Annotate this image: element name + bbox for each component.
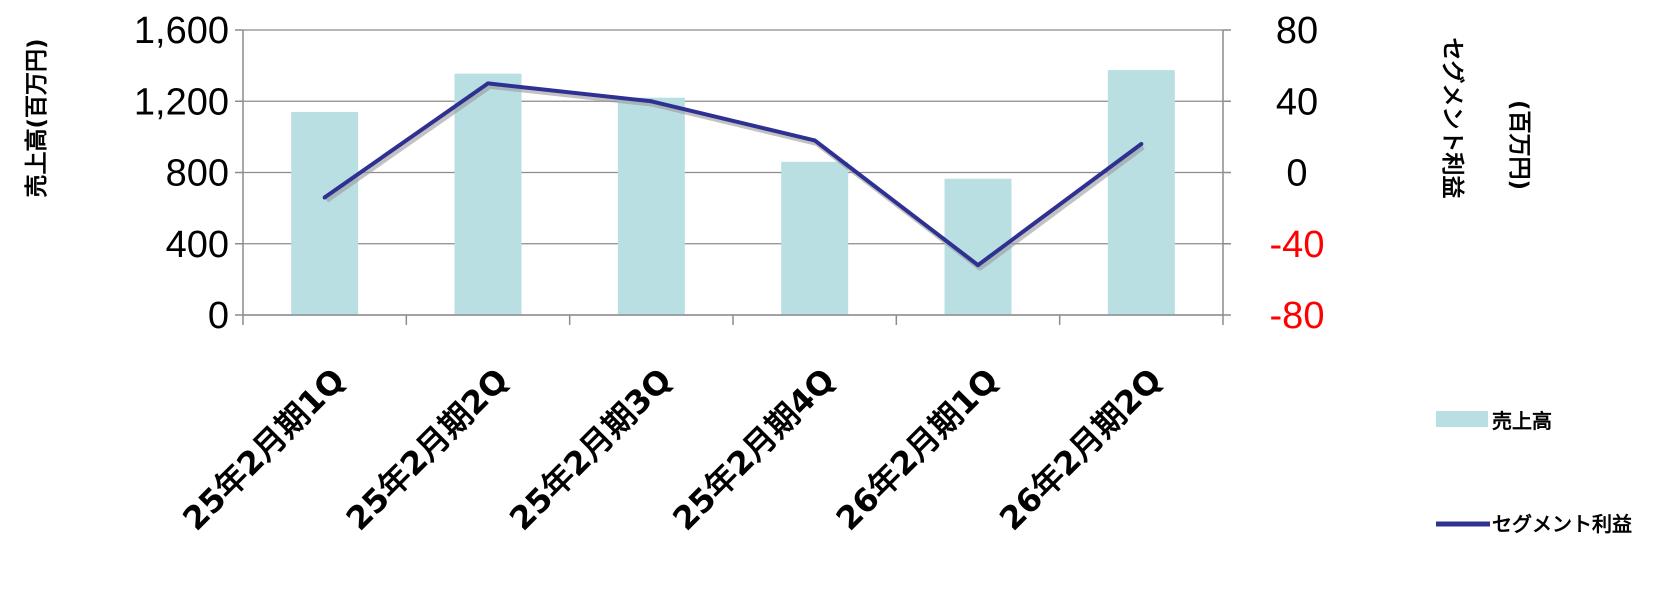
gridlines — [243, 29, 1223, 316]
line-point — [322, 195, 327, 200]
line-point — [812, 138, 817, 143]
segment-profit-line-layer — [322, 81, 1145, 271]
left-axis-title: 売上高(百万円) — [23, 38, 50, 197]
line-point — [1139, 142, 1144, 146]
line-point — [649, 99, 654, 104]
right-axis-title-line2: (百万円) — [1506, 100, 1532, 190]
category-label: 25年2月期4Q — [665, 361, 842, 538]
legend-label-profit: セグメント利益 — [1492, 512, 1632, 536]
left-tick-label: 400 — [166, 224, 229, 266]
bar — [781, 161, 849, 315]
axes — [235, 29, 1231, 325]
line-point — [976, 263, 980, 268]
right-tick-label: 0 — [1286, 153, 1307, 195]
line-point — [486, 81, 490, 86]
sales-bars — [291, 70, 1175, 315]
right-tick-label: 40 — [1276, 81, 1318, 123]
left-tick-label: 800 — [166, 153, 229, 195]
legend: 売上高 セグメント利益 — [1436, 409, 1632, 536]
left-tick-label: 1,600 — [134, 10, 229, 52]
bar — [1107, 70, 1175, 315]
category-label: 26年2月期1Q — [829, 361, 1006, 538]
left-tick-label: 0 — [208, 295, 229, 337]
segment-profit-line-shadow — [325, 83, 1145, 271]
legend-label-sales: 売上高 — [1492, 409, 1552, 433]
segment-profit-line — [323, 81, 1143, 268]
right-tick-label: -80 — [1270, 295, 1325, 337]
left-axis-ticks: 0 400 800 1,200 1,600 — [134, 10, 229, 337]
right-tick-label: -40 — [1270, 224, 1325, 266]
right-axis-ticks: -80 -40 0 40 80 — [1270, 10, 1325, 337]
bar — [454, 73, 522, 315]
category-label: 26年2月期2Q — [992, 361, 1169, 538]
category-label: 25年2月期1Q — [175, 361, 352, 538]
left-tick-label: 1,200 — [134, 81, 229, 123]
right-tick-label: 80 — [1276, 10, 1318, 52]
right-axis-title-line1: セグメント利益 — [1439, 38, 1466, 199]
category-label: 25年2月期2Q — [339, 361, 516, 538]
category-labels: 25年2月期1Q25年2月期2Q25年2月期3Q25年2月期4Q26年2月期1Q… — [175, 361, 1169, 538]
legend-swatch-sales — [1436, 411, 1488, 427]
bar — [291, 111, 359, 315]
bar — [617, 97, 685, 315]
category-label: 25年2月期3Q — [502, 361, 679, 538]
